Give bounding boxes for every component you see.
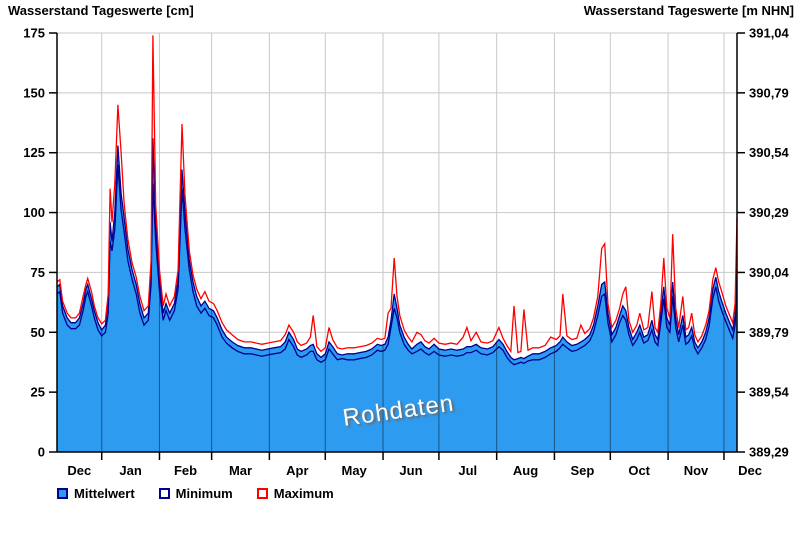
svg-text:150: 150 bbox=[23, 85, 45, 100]
svg-text:Jun: Jun bbox=[399, 463, 422, 478]
svg-text:Mar: Mar bbox=[229, 463, 252, 478]
maximum-swatch-icon bbox=[256, 488, 268, 499]
svg-text:390,04: 390,04 bbox=[749, 265, 790, 280]
mittelwert-swatch-icon bbox=[57, 488, 68, 499]
svg-text:Jul: Jul bbox=[458, 463, 477, 478]
svg-text:100: 100 bbox=[23, 205, 45, 220]
x-axis-month-labels: Dec Jan Feb Mar Apr May Jun Jul Aug Sep Oct Nov Dec bbox=[67, 463, 762, 478]
svg-text:Apr: Apr bbox=[286, 463, 308, 478]
left-axis-ticks: 0 25 50 75 100 125 150 175 bbox=[23, 26, 57, 460]
left-axis-title: Wasserstand Tageswerte [cm] bbox=[8, 3, 194, 18]
svg-text:390,29: 390,29 bbox=[749, 205, 789, 220]
x-axis-ticks bbox=[100, 452, 725, 460]
svg-text:75: 75 bbox=[31, 265, 45, 280]
legend-label: Mittelwert bbox=[74, 486, 135, 501]
legend-label: Maximum bbox=[273, 486, 334, 501]
svg-text:125: 125 bbox=[23, 145, 45, 160]
axes bbox=[56, 33, 738, 453]
right-axis-ticks: 389,29 389,54 389,79 390,04 390,29 390,54 390,… bbox=[737, 26, 790, 460]
svg-text:50: 50 bbox=[31, 325, 45, 340]
legend-item-mittelwert: Mittelwert bbox=[57, 486, 135, 501]
legend-item-maximum: Maximum bbox=[256, 486, 334, 501]
svg-text:389,79: 389,79 bbox=[749, 325, 789, 340]
legend-label: Minimum bbox=[175, 486, 233, 501]
chart-legend: Mittelwert Minimum Maximum bbox=[57, 486, 334, 501]
svg-text:390,79: 390,79 bbox=[749, 85, 789, 100]
svg-text:175: 175 bbox=[23, 26, 45, 41]
svg-text:May: May bbox=[342, 463, 368, 478]
svg-text:390,54: 390,54 bbox=[749, 145, 790, 160]
right-axis-title: Wasserstand Tageswerte [m NHN] bbox=[583, 3, 794, 18]
svg-text:Nov: Nov bbox=[684, 463, 709, 478]
svg-text:389,29: 389,29 bbox=[749, 445, 789, 460]
maximum-line bbox=[56, 35, 738, 354]
svg-text:Dec: Dec bbox=[738, 463, 762, 478]
svg-text:25: 25 bbox=[31, 385, 45, 400]
svg-text:Dec: Dec bbox=[67, 463, 91, 478]
svg-text:391,04: 391,04 bbox=[749, 26, 790, 41]
svg-text:Sep: Sep bbox=[570, 463, 594, 478]
svg-text:Feb: Feb bbox=[174, 463, 197, 478]
svg-text:0: 0 bbox=[38, 445, 45, 460]
svg-text:Oct: Oct bbox=[628, 463, 650, 478]
svg-text:Jan: Jan bbox=[119, 463, 141, 478]
minimum-swatch-icon bbox=[158, 488, 170, 499]
svg-text:Aug: Aug bbox=[513, 463, 538, 478]
svg-text:389,54: 389,54 bbox=[749, 385, 790, 400]
legend-item-minimum: Minimum bbox=[158, 486, 233, 501]
mittelwert-area bbox=[57, 138, 737, 453]
